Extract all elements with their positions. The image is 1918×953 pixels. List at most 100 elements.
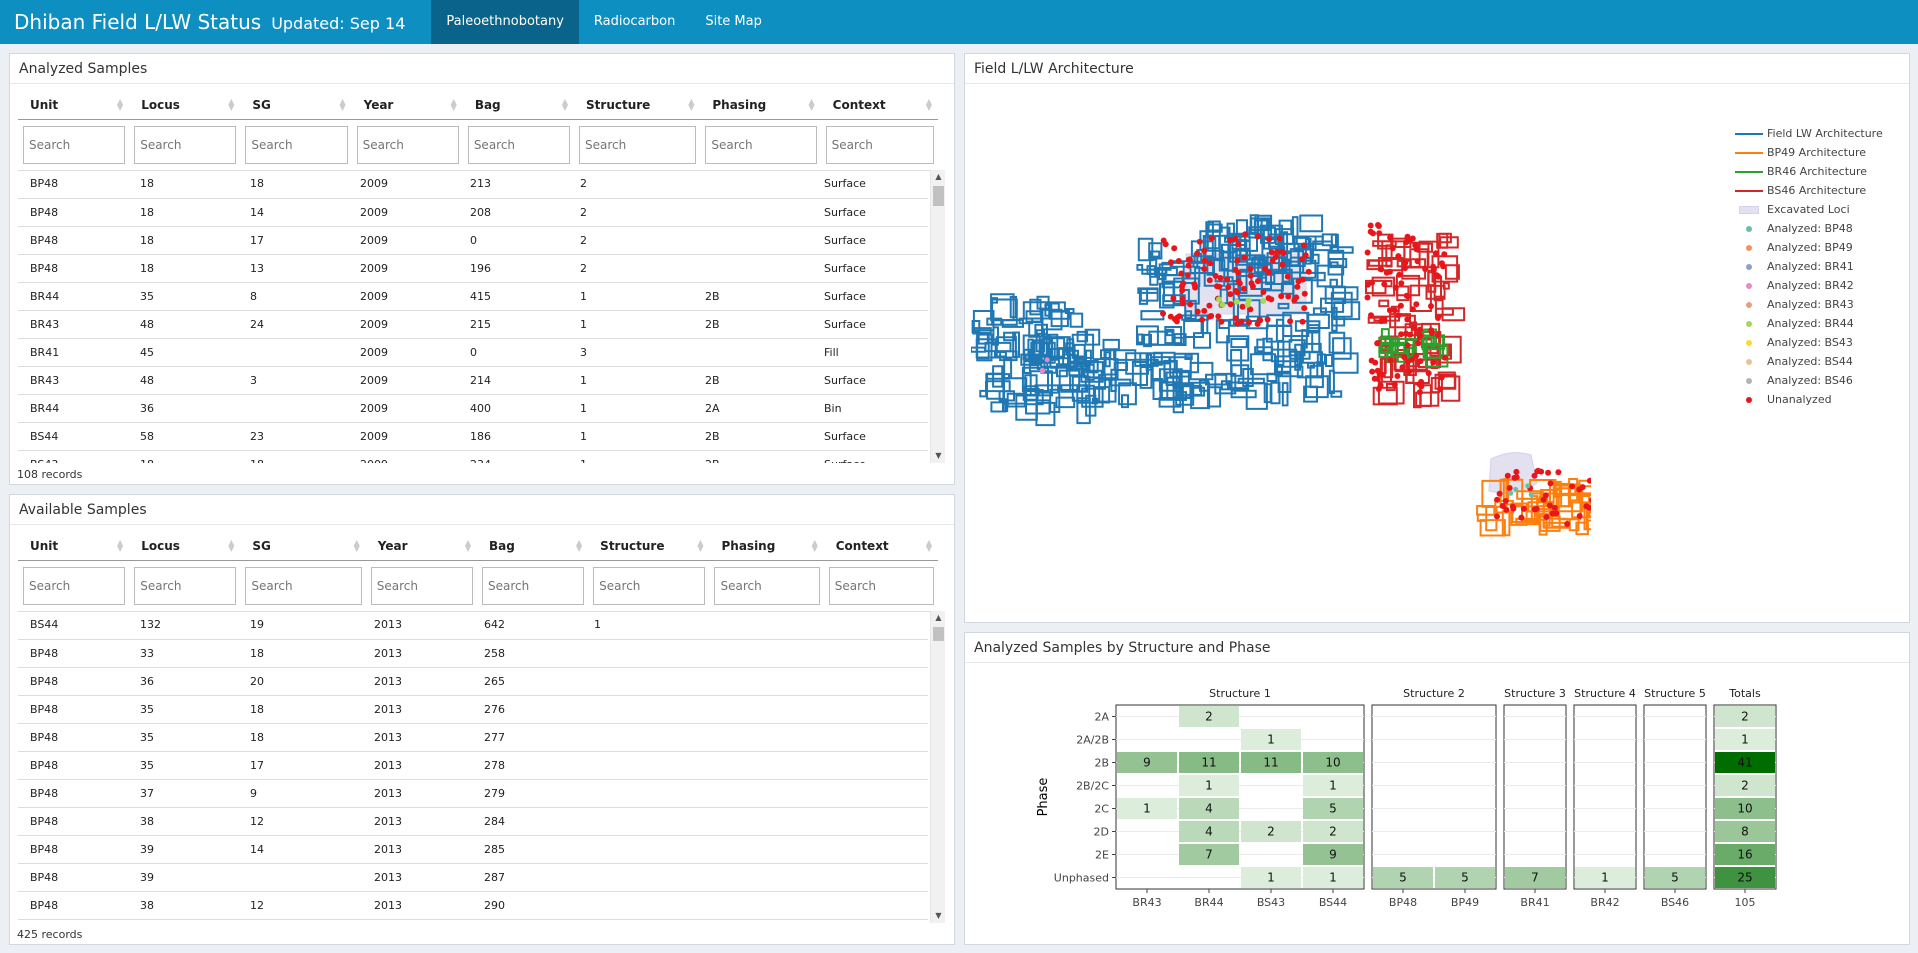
search-input-phasing[interactable]	[714, 566, 820, 605]
search-input-context[interactable]	[825, 125, 934, 164]
column-header-structure[interactable]: Structure ▲ ▼	[574, 91, 701, 120]
search-input-locus[interactable]	[134, 566, 237, 605]
sort-icon[interactable]: ▲ ▼	[576, 538, 583, 553]
table-row[interactable]: BP48 37 9 2013 279	[18, 779, 928, 808]
available-table-body[interactable]: BS44 132 19 2013 642 1 BP48 33 18 2013 258 BP48 36 20…	[18, 611, 928, 923]
sort-icon[interactable]: ▲ ▼	[688, 97, 695, 112]
table-row[interactable]: BR43 48 24 2009 215 1 2B Surface	[18, 310, 928, 339]
sort-icon[interactable]: ▲ ▼	[228, 538, 235, 553]
analyzed-table-body[interactable]: BP48 18 18 2009 213 2 Surface BP48 18 14 2009 208 2 S…	[18, 170, 928, 463]
column-header-locus[interactable]: Locus ▲ ▼	[129, 532, 241, 561]
tab-site-map[interactable]: Site Map	[705, 14, 762, 29]
search-input-phasing[interactable]	[705, 125, 817, 164]
legend-item[interactable]: Field LW Architecture	[1735, 124, 1883, 143]
table-row[interactable]: BS44 132 19 2013 642 1	[18, 611, 928, 640]
legend-item[interactable]: Analyzed: BS43	[1735, 333, 1883, 352]
legend-item[interactable]: BR46 Architecture	[1735, 162, 1883, 181]
search-input-unit[interactable]	[23, 566, 126, 605]
legend-item[interactable]: Analyzed: BP48	[1735, 219, 1883, 238]
legend-item[interactable]: Analyzed: BR43	[1735, 295, 1883, 314]
search-input-context[interactable]	[828, 566, 934, 605]
column-header-unit[interactable]: Unit ▲ ▼	[18, 91, 130, 120]
search-input-bag[interactable]	[467, 125, 571, 164]
legend-item[interactable]: Analyzed: BR41	[1735, 257, 1883, 276]
table-row[interactable]: BR44 36 2009 400 1 2A Bin	[18, 394, 928, 423]
search-input-year[interactable]	[356, 125, 459, 164]
column-header-bag[interactable]: Bag ▲ ▼	[476, 532, 589, 561]
legend-item[interactable]: Unanalyzed	[1735, 390, 1883, 409]
search-input-locus[interactable]	[134, 125, 237, 164]
table-row[interactable]: BP48 18 14 2009 208 2 Surface	[18, 198, 928, 227]
search-input-structure[interactable]	[579, 125, 697, 164]
scroll-up-icon[interactable]: ▲	[935, 613, 942, 622]
analyzed-scrollbar[interactable]: ▲ ▼	[930, 170, 945, 463]
legend-item[interactable]: Excavated Loci	[1735, 200, 1883, 219]
column-header-structure[interactable]: Structure ▲ ▼	[588, 532, 710, 561]
sort-icon[interactable]: ▲ ▼	[808, 97, 815, 112]
column-header-phasing[interactable]: Phasing ▲ ▼	[709, 532, 824, 561]
legend-item[interactable]: BP49 Architecture	[1735, 143, 1883, 162]
sort-icon[interactable]: ▲ ▼	[117, 538, 124, 553]
legend-item[interactable]: Analyzed: BP49	[1735, 238, 1883, 257]
tab-radiocarbon[interactable]: Radiocarbon	[593, 14, 676, 29]
table-row[interactable]: BP48 35 18 2013 276	[18, 695, 928, 724]
search-input-bag[interactable]	[481, 566, 585, 605]
scroll-up-icon[interactable]: ▲	[935, 172, 942, 181]
column-header-context[interactable]: Context ▲ ▼	[820, 91, 938, 120]
column-header-sg[interactable]: SG ▲ ▼	[240, 91, 352, 120]
scroll-down-icon[interactable]: ▼	[935, 911, 942, 920]
scroll-thumb[interactable]	[933, 627, 944, 641]
scroll-down-icon[interactable]: ▼	[935, 451, 942, 460]
table-row[interactable]: BR41 45 2009 0 3 Fill	[18, 338, 928, 367]
table-row[interactable]: BS431818200923412BSurface	[18, 450, 928, 463]
table-row[interactable]: BP48 35 17 2013 278	[18, 751, 928, 780]
tab-paleoethnobotany[interactable]: Paleoethnobotany	[431, 0, 579, 44]
column-header-bag[interactable]: Bag ▲ ▼	[462, 91, 575, 120]
table-row[interactable]: BR43 48 3 2009 214 1 2B Surface	[18, 366, 928, 395]
sort-icon[interactable]: ▲ ▼	[697, 538, 704, 553]
table-row[interactable]: BP48 39 14 2013 285	[18, 835, 928, 864]
sort-icon[interactable]: ▲ ▼	[117, 97, 124, 112]
table-row[interactable]: BP48 38 12 2013 290	[18, 891, 928, 920]
search-input-structure[interactable]	[593, 566, 706, 605]
sort-icon[interactable]: ▲ ▼	[811, 538, 818, 553]
sort-icon[interactable]: ▲ ▼	[561, 97, 569, 112]
column-header-unit[interactable]: Unit ▲ ▼	[18, 532, 130, 561]
column-header-year[interactable]: Year ▲ ▼	[351, 91, 463, 120]
table-row[interactable]: BP48 39 2013 287	[18, 863, 928, 892]
table-row[interactable]: BP48 36 20 2013 265	[18, 667, 928, 696]
sort-icon[interactable]: ▲ ▼	[228, 97, 235, 112]
column-header-sg[interactable]: SG ▲ ▼	[240, 532, 366, 561]
available-scrollbar[interactable]: ▲ ▼	[930, 611, 945, 923]
sort-icon[interactable]: ▲ ▼	[925, 97, 932, 112]
search-input-sg[interactable]	[245, 125, 348, 164]
search-input-unit[interactable]	[23, 125, 126, 164]
table-row[interactable]: BP48 33 18 2013 258	[18, 639, 928, 668]
sort-icon[interactable]: ▲ ▼	[353, 538, 360, 553]
column-header-year[interactable]: Year ▲ ▼	[365, 532, 477, 561]
architecture-map[interactable]	[971, 94, 1591, 574]
column-header-locus[interactable]: Locus ▲ ▼	[129, 91, 241, 120]
table-row[interactable]: BP48 18 13 2009 196 2 Surface	[18, 254, 928, 283]
table-row[interactable]: BP48 35 18 2013 277	[18, 723, 928, 752]
legend-item[interactable]: Analyzed: BR44	[1735, 314, 1883, 333]
table-row[interactable]: BR44 35 8 2009 415 1 2B Surface	[18, 282, 928, 311]
legend-item[interactable]: BS46 Architecture	[1735, 181, 1883, 200]
unanalyzed-point	[1194, 308, 1201, 315]
sort-icon[interactable]: ▲ ▼	[450, 97, 457, 112]
search-input-year[interactable]	[370, 566, 473, 605]
table-row[interactable]: BP48 18 17 2009 0 2 Surface	[18, 226, 928, 255]
sort-icon[interactable]: ▲ ▼	[464, 538, 471, 553]
legend-item[interactable]: Analyzed: BS44	[1735, 352, 1883, 371]
sort-icon[interactable]: ▲ ▼	[339, 97, 346, 112]
table-row[interactable]: BS44 58 23 2009 186 1 2B Surface	[18, 422, 928, 451]
scroll-thumb[interactable]	[933, 186, 944, 206]
column-header-context[interactable]: Context ▲ ▼	[823, 532, 938, 561]
column-header-phasing[interactable]: Phasing ▲ ▼	[700, 91, 821, 120]
sort-icon[interactable]: ▲ ▼	[925, 538, 932, 553]
legend-item[interactable]: Analyzed: BS46	[1735, 371, 1883, 390]
search-input-sg[interactable]	[245, 566, 362, 605]
table-row[interactable]: BP48 18 18 2009 213 2 Surface	[18, 170, 928, 199]
legend-item[interactable]: Analyzed: BR42	[1735, 276, 1883, 295]
table-row[interactable]: BP48 38 12 2013 284	[18, 807, 928, 836]
